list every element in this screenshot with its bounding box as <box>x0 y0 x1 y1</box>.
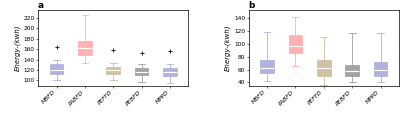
PathPatch shape <box>78 41 92 55</box>
PathPatch shape <box>135 68 148 75</box>
PathPatch shape <box>163 68 177 76</box>
Y-axis label: Energy-(kwh): Energy-(kwh) <box>225 25 231 71</box>
PathPatch shape <box>50 64 63 74</box>
Y-axis label: Energy-(kwh): Energy-(kwh) <box>14 25 20 71</box>
PathPatch shape <box>345 65 359 76</box>
PathPatch shape <box>260 60 274 73</box>
PathPatch shape <box>289 35 302 53</box>
PathPatch shape <box>107 67 120 74</box>
Text: a: a <box>38 1 44 10</box>
Text: b: b <box>249 1 255 10</box>
PathPatch shape <box>374 62 387 76</box>
PathPatch shape <box>317 60 330 76</box>
